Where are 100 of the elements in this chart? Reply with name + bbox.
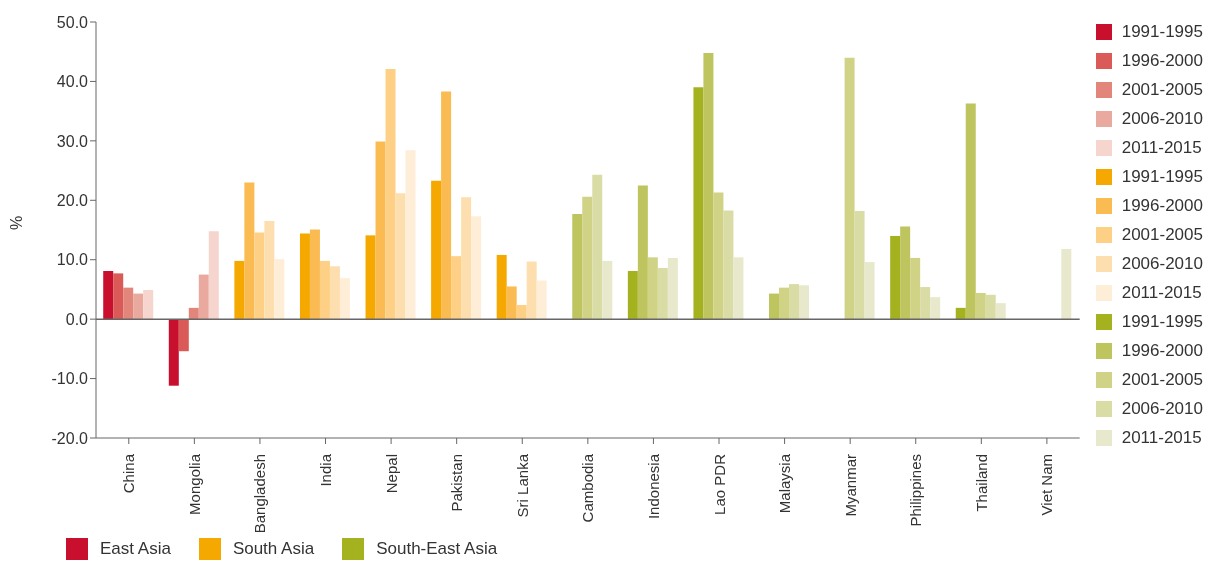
x-tick-label: Sri Lanka bbox=[513, 453, 531, 518]
bar bbox=[930, 297, 941, 320]
bar bbox=[920, 287, 931, 320]
bar bbox=[890, 235, 901, 320]
legend-label: 1991-1995 bbox=[1121, 167, 1203, 186]
bar bbox=[985, 294, 996, 320]
bar bbox=[657, 268, 668, 320]
bar bbox=[405, 150, 416, 320]
bar bbox=[900, 226, 911, 320]
bar bbox=[309, 229, 320, 320]
x-tick-label: India bbox=[317, 453, 335, 487]
bar bbox=[844, 57, 855, 320]
bar bbox=[431, 180, 442, 320]
bar bbox=[339, 278, 350, 320]
bar bbox=[274, 259, 285, 320]
bar bbox=[506, 286, 517, 320]
bar bbox=[264, 221, 275, 320]
bar bbox=[365, 235, 376, 320]
bar bbox=[234, 260, 245, 320]
y-tick-label: 30.0 bbox=[56, 132, 89, 150]
x-tick-label: China bbox=[120, 453, 138, 494]
bar bbox=[602, 260, 613, 320]
x-tick-label: Myanmar bbox=[841, 454, 859, 517]
x-tick-label: Philippines bbox=[907, 454, 925, 527]
legend-label: 2006-2010 bbox=[1121, 109, 1203, 128]
x-tick-label: Mongolia bbox=[185, 453, 203, 515]
legend-label: 1991-1995 bbox=[1121, 312, 1203, 331]
legend-label: 1996-2000 bbox=[1121, 196, 1203, 215]
bar bbox=[103, 271, 114, 320]
legend-label: 2001-2005 bbox=[1121, 80, 1203, 99]
bar bbox=[329, 266, 340, 320]
bar bbox=[299, 233, 310, 320]
bar bbox=[965, 103, 976, 320]
x-tick-label: Thailand bbox=[972, 454, 990, 512]
bar bbox=[995, 303, 1006, 320]
bar bbox=[254, 232, 265, 320]
bar bbox=[627, 271, 638, 320]
bar bbox=[461, 197, 472, 320]
text: South-East Asia bbox=[376, 539, 498, 559]
legend-label: 2006-2010 bbox=[1121, 254, 1203, 273]
bar bbox=[723, 210, 734, 320]
bar bbox=[769, 293, 780, 320]
bar bbox=[133, 293, 144, 320]
y-tick-label: 0.0 bbox=[65, 310, 89, 328]
bar bbox=[536, 280, 547, 320]
bar bbox=[496, 254, 507, 320]
bar bbox=[385, 68, 396, 320]
bar bbox=[703, 52, 714, 320]
bar bbox=[244, 182, 255, 320]
legend-label: 1991-1995 bbox=[1121, 22, 1203, 41]
y-tick-label: 40.0 bbox=[56, 73, 89, 91]
bar bbox=[198, 274, 209, 320]
bar bbox=[123, 287, 134, 320]
bar bbox=[143, 290, 154, 320]
bar bbox=[789, 284, 800, 320]
bar bbox=[441, 91, 452, 320]
legend-label: 1996-2000 bbox=[1121, 341, 1203, 360]
bar bbox=[451, 256, 462, 320]
bar bbox=[713, 192, 724, 320]
legend-label: 2001-2005 bbox=[1121, 370, 1203, 389]
bar bbox=[1061, 249, 1072, 320]
bar bbox=[178, 319, 189, 352]
x-tick-label: Indonesia bbox=[644, 453, 662, 520]
x-tick-label: Malaysia bbox=[776, 453, 794, 514]
y-axis-title: % bbox=[7, 215, 25, 230]
bar bbox=[526, 261, 537, 320]
legend-label: 1996-2000 bbox=[1121, 51, 1203, 70]
bar bbox=[208, 231, 219, 320]
bar bbox=[168, 319, 179, 386]
bar bbox=[864, 262, 875, 320]
bar bbox=[854, 210, 865, 320]
text: East Asia bbox=[100, 539, 171, 559]
bar bbox=[733, 257, 744, 320]
legend-label: 2006-2010 bbox=[1121, 399, 1203, 418]
y-tick-label: 20.0 bbox=[56, 191, 89, 209]
x-tick-label: Bangladesh bbox=[251, 454, 269, 534]
legend-label: 2011-2015 bbox=[1121, 138, 1202, 157]
x-tick-label: Lao PDR bbox=[710, 453, 728, 515]
text: South Asia bbox=[232, 539, 315, 559]
bar bbox=[572, 213, 583, 320]
x-tick-label: Viet Nam bbox=[1038, 454, 1056, 516]
bar bbox=[910, 257, 921, 320]
y-tick-label: 10.0 bbox=[56, 251, 89, 269]
x-tick-label: Nepal bbox=[382, 454, 400, 494]
bar bbox=[395, 193, 406, 320]
bar bbox=[592, 174, 603, 320]
bar bbox=[647, 257, 658, 320]
x-tick-label: Pakistan bbox=[448, 454, 466, 512]
bar bbox=[667, 257, 678, 320]
legend-label: 2011-2015 bbox=[1121, 283, 1202, 302]
bar bbox=[637, 185, 648, 320]
bar bbox=[975, 292, 986, 320]
y-tick-label: -10.0 bbox=[51, 370, 89, 388]
bar bbox=[471, 216, 482, 320]
bar bbox=[375, 141, 386, 320]
y-tick-label: -20.0 bbox=[51, 429, 89, 447]
legend-label: 2011-2015 bbox=[1121, 428, 1202, 447]
y-tick-label: 50.0 bbox=[56, 13, 89, 31]
bar bbox=[582, 196, 593, 320]
bar bbox=[516, 304, 527, 320]
